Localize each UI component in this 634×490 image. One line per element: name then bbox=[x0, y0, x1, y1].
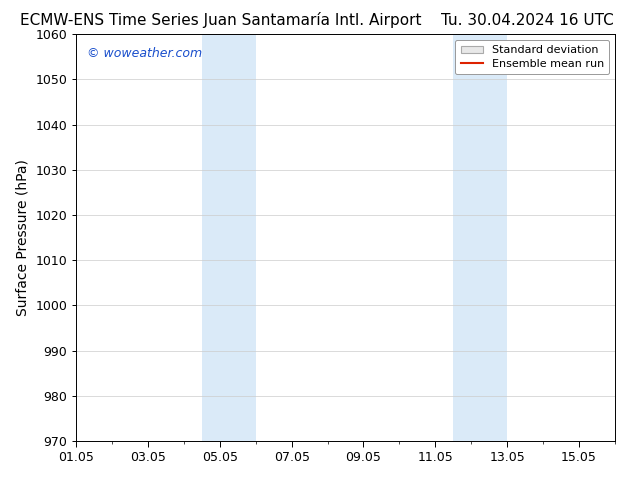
Y-axis label: Surface Pressure (hPa): Surface Pressure (hPa) bbox=[16, 159, 30, 316]
Text: ECMW-ENS Time Series Juan Santamaría Intl. Airport    Tu. 30.04.2024 16 UTC: ECMW-ENS Time Series Juan Santamaría Int… bbox=[20, 12, 614, 28]
Bar bbox=[453, 34, 507, 441]
Text: © woweather.com: © woweather.com bbox=[87, 47, 202, 59]
Legend: Standard deviation, Ensemble mean run: Standard deviation, Ensemble mean run bbox=[455, 40, 609, 74]
Bar bbox=[202, 34, 256, 441]
